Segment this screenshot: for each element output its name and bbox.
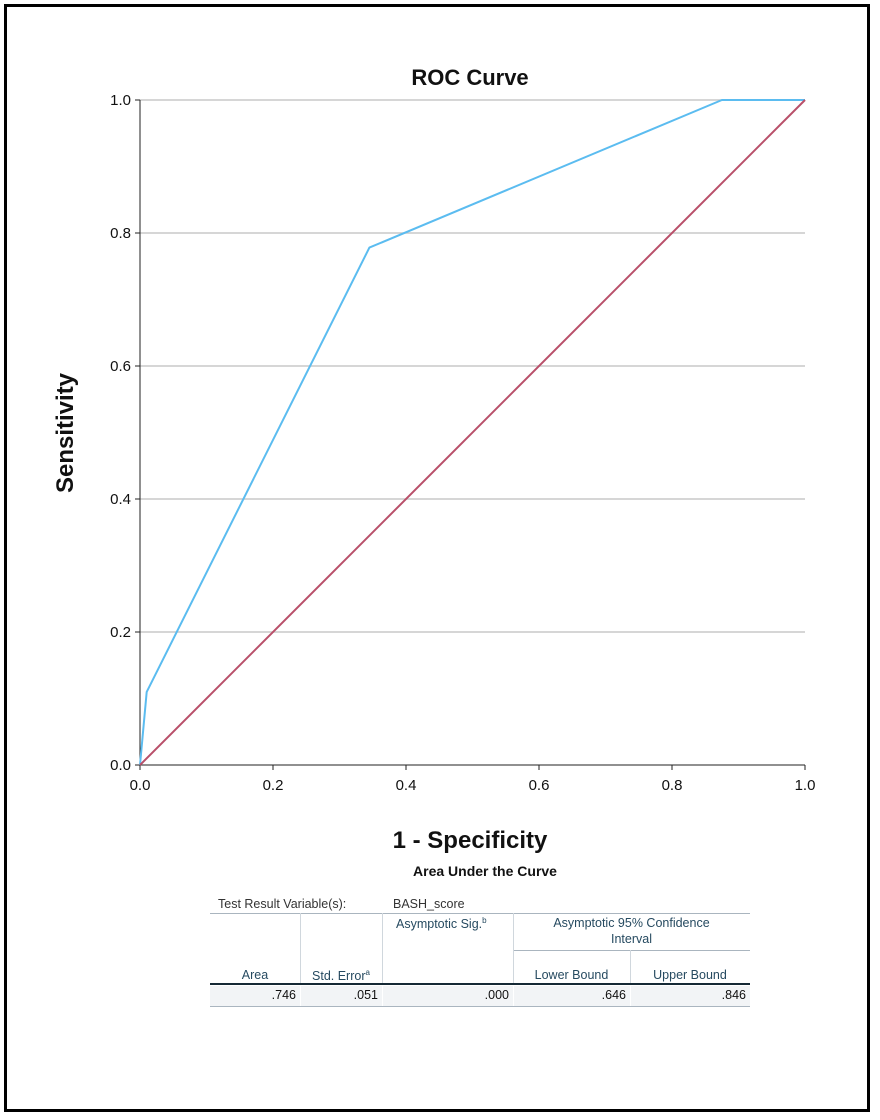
x-tick-label: 0.2: [263, 777, 284, 794]
series-lines: [139, 99, 806, 766]
header-upper-bound: Upper Bound: [653, 968, 727, 982]
y-axis-label: Sensitivity: [52, 372, 79, 493]
cell-upper-bound: .846: [721, 988, 746, 1002]
auc-table-title: Area Under the Curve: [413, 863, 557, 879]
cell-asym-sig: .000: [484, 988, 509, 1002]
x-tick-label: 0.6: [529, 777, 550, 794]
roc-curve-line: [139, 99, 805, 766]
header-ci-line2: Interval: [611, 932, 652, 946]
col-divider: [300, 913, 301, 983]
y-tick-label: 0.2: [110, 624, 131, 641]
col-divider: [630, 950, 631, 983]
header-std-error: Std. Errora: [312, 968, 370, 984]
y-tick-label: 0.0: [110, 757, 131, 774]
axes: [135, 99, 806, 770]
col-divider: [513, 986, 514, 1006]
y-tick-label: 0.6: [110, 358, 131, 375]
y-tick-label: 0.4: [110, 491, 131, 508]
header-bottom-rule: [210, 983, 750, 985]
cell-lower-bound: .646: [601, 988, 626, 1002]
reference-line: [139, 99, 806, 766]
table-row: [210, 986, 750, 1006]
x-axis-label: 1 - Specificity: [393, 827, 548, 854]
x-tick-label: 0.8: [662, 777, 683, 794]
header-asym-sig: Asymptotic Sig.b: [396, 916, 487, 932]
col-divider: [513, 913, 514, 983]
test-result-value: BASH_score: [393, 897, 465, 911]
col-divider: [300, 986, 301, 1006]
col-divider: [382, 986, 383, 1006]
tick-labels: 0.0 0.2 0.4 0.6 0.8 1.0 0.0 0.2 0.4 0.6 0.8 1.0: [110, 92, 815, 794]
col-divider: [630, 986, 631, 1006]
table-bottom-rule: [210, 1006, 750, 1007]
cell-area: .746: [271, 988, 296, 1002]
chart-title: ROC Curve: [411, 65, 528, 90]
y-tick-label: 1.0: [110, 92, 131, 109]
header-area: Area: [241, 968, 269, 982]
col-divider: [382, 913, 383, 983]
x-tick-label: 1.0: [795, 777, 816, 794]
y-tick-label: 0.8: [110, 225, 131, 242]
gridlines: [140, 99, 805, 633]
test-result-label: Test Result Variable(s):: [218, 897, 347, 911]
header-ci-line1: Asymptotic 95% Confidence: [553, 916, 710, 930]
x-tick-label: 0.4: [396, 777, 417, 794]
ci-subheader-rule: [513, 950, 750, 951]
x-tick-label: 0.0: [130, 777, 151, 794]
table-top-rule: [210, 913, 750, 914]
header-lower-bound: Lower Bound: [534, 968, 609, 982]
output-frame: [4, 4, 870, 1112]
cell-std-error: .051: [353, 988, 378, 1002]
